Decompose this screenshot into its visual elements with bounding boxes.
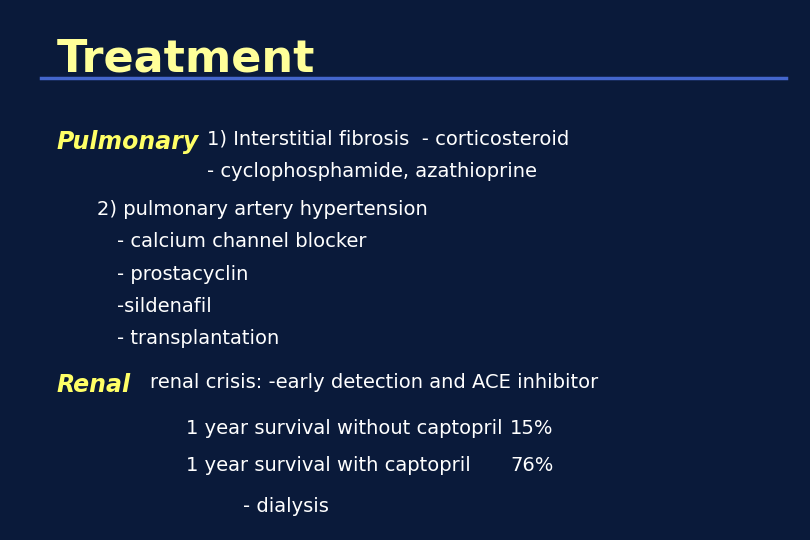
Text: 2) pulmonary artery hypertension: 2) pulmonary artery hypertension xyxy=(97,200,428,219)
Text: Treatment: Treatment xyxy=(57,38,315,81)
Text: - transplantation: - transplantation xyxy=(117,329,279,348)
Text: - cyclophosphamide, azathioprine: - cyclophosphamide, azathioprine xyxy=(207,162,536,181)
Text: 1 year survival with captopril: 1 year survival with captopril xyxy=(186,456,471,475)
Text: 1) Interstitial fibrosis  - corticosteroid: 1) Interstitial fibrosis - corticosteroi… xyxy=(207,130,569,148)
Text: -sildenafil: -sildenafil xyxy=(117,297,212,316)
Text: Renal: Renal xyxy=(57,373,131,396)
Text: 1 year survival without captopril: 1 year survival without captopril xyxy=(186,418,503,437)
Text: 15%: 15% xyxy=(510,418,554,437)
Text: - calcium channel blocker: - calcium channel blocker xyxy=(117,232,367,251)
Text: - dialysis: - dialysis xyxy=(243,497,329,516)
Text: renal crisis: -early detection and ACE inhibitor: renal crisis: -early detection and ACE i… xyxy=(150,373,598,392)
Text: Pulmonary: Pulmonary xyxy=(57,130,199,153)
Text: 76%: 76% xyxy=(510,456,554,475)
Text: - prostacyclin: - prostacyclin xyxy=(117,265,249,284)
